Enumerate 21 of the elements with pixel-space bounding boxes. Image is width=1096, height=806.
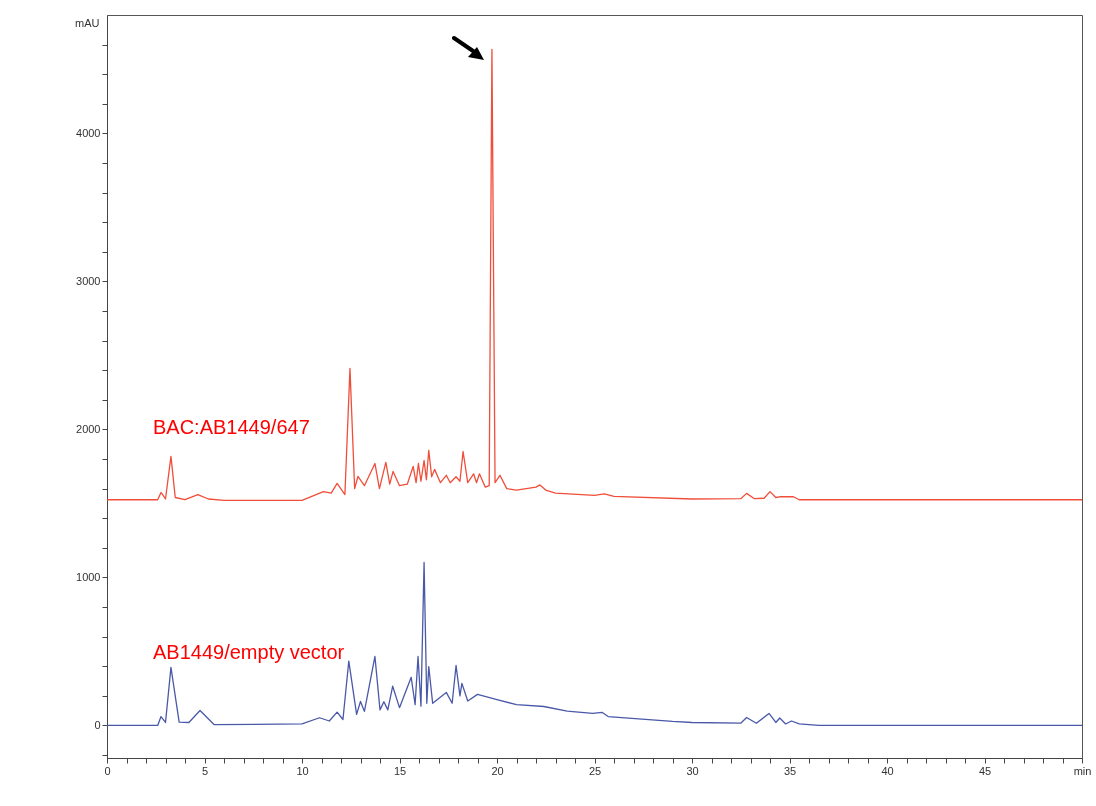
series-label: BAC:AB1449/647 [153,415,310,438]
x-tick-label: 5 [201,764,209,777]
y-tick-label: 4000 [76,126,101,139]
line-series [107,561,1082,727]
y-tick-label: 2000 [76,422,101,435]
y-tick-label: 0 [94,718,101,731]
x-tick-label: 30 [686,764,699,777]
y-tick-label: 1000 [76,570,101,583]
x-tick-label: 35 [783,764,797,777]
series-label: AB1449/empty vector [153,641,345,664]
x-tick-label: 40 [881,764,894,777]
x-tick-label: 10 [296,764,309,777]
x-tick-label: 0 [104,764,111,777]
x-tick-label: 25 [588,764,602,777]
x-tick-label: min [1073,764,1092,777]
y-axis-title: mAU [75,16,100,29]
y-tick-label: 3000 [76,274,101,287]
x-tick-label: 15 [393,764,407,777]
x-tick-label: 45 [978,764,992,777]
x-tick-label: 20 [491,764,504,777]
line-series [107,48,1082,502]
